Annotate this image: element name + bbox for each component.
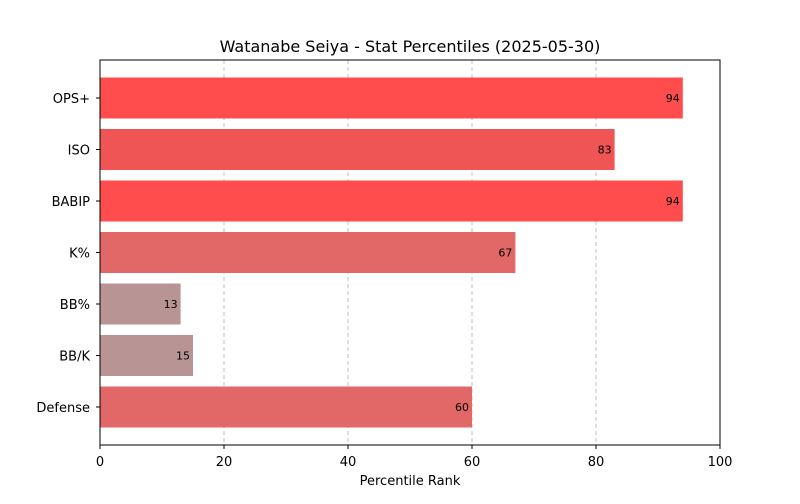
bar-iso [100, 129, 615, 170]
x-axis: 0 20 40 60 80 100 [96, 445, 733, 470]
bar-defense [100, 386, 472, 428]
bar-bb-k [100, 335, 193, 376]
x-tick-label-100: 100 [708, 455, 733, 470]
value-label-iso: 83 [598, 144, 612, 157]
y-tick-label-ops: OPS+ [53, 92, 90, 107]
bar-k [100, 232, 516, 273]
bar-bb [100, 283, 181, 325]
value-label-defense: 60 [455, 401, 469, 414]
bar-babip [100, 180, 683, 222]
value-label-bb: 13 [164, 298, 178, 311]
x-tick-label-20: 20 [216, 455, 233, 470]
x-axis-label: Percentile Rank [360, 474, 461, 489]
value-label-babip: 94 [666, 195, 680, 208]
y-tick-label-k: K% [69, 247, 90, 262]
chart-title: Watanabe Seiya - Stat Percentiles (2025-… [220, 37, 601, 56]
bars-group [100, 77, 683, 428]
y-tick-label-defense: Defense [36, 401, 90, 416]
y-axis: OPS+ ISO BABIP K% BB% BB/K Defense [36, 92, 100, 416]
x-tick-label-60: 60 [464, 455, 481, 470]
value-label-ops: 94 [666, 92, 680, 105]
y-tick-label-babip: BABIP [52, 195, 91, 210]
y-tick-label-bb-k: BB/K [59, 350, 90, 365]
x-tick-label-80: 80 [588, 455, 605, 470]
x-tick-label-0: 0 [96, 455, 104, 470]
value-labels-group: 94 83 94 67 13 15 60 [164, 92, 680, 414]
bar-ops [100, 77, 683, 119]
y-tick-label-bb: BB% [60, 298, 90, 313]
value-label-bb-k: 15 [176, 350, 190, 363]
x-tick-label-40: 40 [340, 455, 357, 470]
value-label-k: 67 [498, 247, 512, 260]
y-tick-label-iso: ISO [68, 144, 90, 159]
